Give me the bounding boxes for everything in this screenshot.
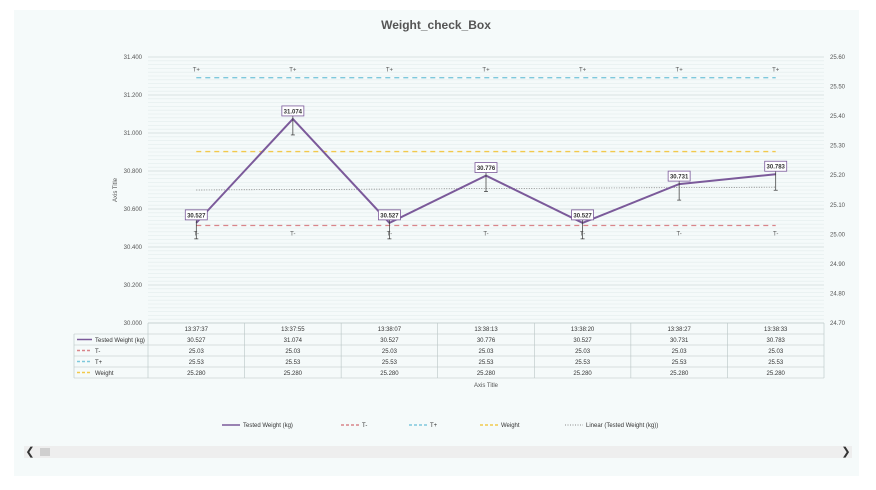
- threshold-point-label: T+: [579, 68, 587, 74]
- y-tick-label: 30.000: [124, 321, 143, 327]
- x-axis-title: Axis Title: [474, 383, 499, 389]
- x-tick-label: 13:37:37: [185, 327, 209, 333]
- table-cell: 25.280: [477, 371, 496, 377]
- chart-title: Weight_check_Box: [381, 18, 491, 32]
- threshold-point-label: T-: [290, 231, 295, 237]
- y-tick-label: 31.000: [124, 131, 143, 137]
- table-cell: 25.03: [285, 349, 301, 355]
- y-axis-title: Axis Title: [113, 177, 119, 202]
- y-tick-label: 31.400: [124, 55, 143, 61]
- table-cell: 25.03: [189, 349, 205, 355]
- x-tick-label: 13:38:20: [571, 327, 595, 333]
- y2-tick-label: 24.70: [830, 321, 846, 327]
- threshold-point-label: T+: [193, 68, 201, 74]
- data-label: 30.527: [187, 213, 206, 219]
- chart-panel: Weight_check_Box 30.000 30.200 30.400 30.600…: [14, 10, 859, 476]
- table-cell: 25.03: [768, 349, 784, 355]
- y-tick-label: 30.800: [124, 169, 143, 175]
- table-cell: 25.53: [575, 360, 591, 366]
- y2-tick-label: 25.40: [830, 114, 846, 120]
- y2-tick-label: 25.60: [830, 55, 846, 61]
- y2-tick-label: 25.20: [830, 173, 846, 179]
- table-cell: 25.280: [767, 371, 786, 377]
- table-cell: 25.280: [573, 371, 592, 377]
- threshold-point-label: T+: [772, 68, 780, 74]
- data-label-box: [764, 160, 788, 172]
- table-cell: 25.53: [478, 360, 494, 366]
- table-series-name: Tested Weight (kg): [95, 338, 145, 344]
- table-cell: 25.280: [670, 371, 689, 377]
- threshold-point-label: T+: [482, 68, 490, 74]
- y-tick-label: 31.200: [124, 93, 143, 99]
- y-tick-label: 30.200: [124, 283, 143, 289]
- y2-tick-label: 25.50: [830, 85, 846, 91]
- data-label: 30.783: [767, 165, 786, 171]
- horizontal-scrollbar[interactable]: ❮ ❯: [24, 446, 852, 458]
- chart: Weight_check_Box 30.000 30.200 30.400 30.600…: [73, 18, 846, 429]
- legend-label: Weight: [501, 423, 520, 429]
- y2-tick-label: 25.30: [830, 144, 846, 150]
- table-cell: 30.527: [380, 338, 399, 344]
- x-tick-label: 13:38:33: [764, 327, 788, 333]
- threshold-point-label: T+: [676, 68, 684, 74]
- data-label: 30.731: [670, 175, 689, 181]
- y2-tick-label: 25.00: [830, 232, 846, 238]
- data-label: 31.074: [284, 109, 303, 115]
- data-label: 30.527: [380, 213, 399, 219]
- y-tick-label: 30.600: [124, 207, 143, 213]
- y2-tick-label: 24.90: [830, 262, 846, 268]
- data-label: 30.776: [477, 166, 496, 172]
- table-series-name: Weight: [95, 371, 114, 377]
- table-series-name: T-: [95, 349, 100, 355]
- table-cell: 25.53: [285, 360, 301, 366]
- table-cell: 30.776: [477, 338, 496, 344]
- legend-label: T+: [430, 423, 438, 429]
- legend-label: T-: [362, 423, 367, 429]
- threshold-point-label: T+: [386, 68, 394, 74]
- table-cell: 25.280: [284, 371, 303, 377]
- y-tick-label: 30.400: [124, 245, 143, 251]
- threshold-point-label: T+: [289, 68, 297, 74]
- legend-label: Tested Weight (kg): [243, 423, 293, 429]
- table-cell: 25.53: [672, 360, 688, 366]
- table-cell: 30.527: [187, 338, 206, 344]
- scroll-left-icon[interactable]: ❮: [25, 446, 35, 458]
- legend-label: Linear (Tested Weight (kg)): [586, 423, 658, 429]
- scroll-right-icon[interactable]: ❯: [841, 446, 851, 458]
- table-cell: 25.03: [672, 349, 688, 355]
- table-cell: 25.280: [187, 371, 206, 377]
- table-cell: 25.03: [575, 349, 591, 355]
- table-cell: 30.527: [573, 338, 592, 344]
- table-cell: 25.03: [478, 349, 494, 355]
- table-cell: 30.783: [767, 338, 786, 344]
- x-tick-label: 13:38:27: [667, 327, 691, 333]
- table-cell: 30.731: [670, 338, 689, 344]
- threshold-point-label: T-: [773, 231, 778, 237]
- y2-tick-label: 25.10: [830, 203, 846, 209]
- data-label-box: [667, 170, 691, 182]
- data-label: 30.527: [573, 213, 592, 219]
- data-label-box: [571, 209, 594, 221]
- x-tick-label: 13:37:55: [281, 327, 305, 333]
- scroll-thumb[interactable]: [40, 448, 50, 456]
- x-tick-label: 13:38:07: [378, 327, 402, 333]
- data-label-box: [184, 209, 208, 221]
- data-label-box: [281, 105, 305, 117]
- table-series-name: T+: [95, 360, 103, 366]
- table-cell: 25.53: [189, 360, 205, 366]
- x-tick-label: 13:38:13: [474, 327, 498, 333]
- table-cell: 31.074: [284, 338, 303, 344]
- threshold-point-label: T-: [483, 231, 488, 237]
- threshold-point-label: T-: [676, 231, 681, 237]
- y2-tick-label: 24.80: [830, 291, 846, 297]
- data-label-box: [378, 209, 401, 221]
- table-cell: 25.53: [382, 360, 398, 366]
- table-cell: 25.280: [380, 371, 399, 377]
- data-label-box: [474, 162, 498, 173]
- table-cell: 25.03: [382, 349, 398, 355]
- table-cell: 25.53: [768, 360, 784, 366]
